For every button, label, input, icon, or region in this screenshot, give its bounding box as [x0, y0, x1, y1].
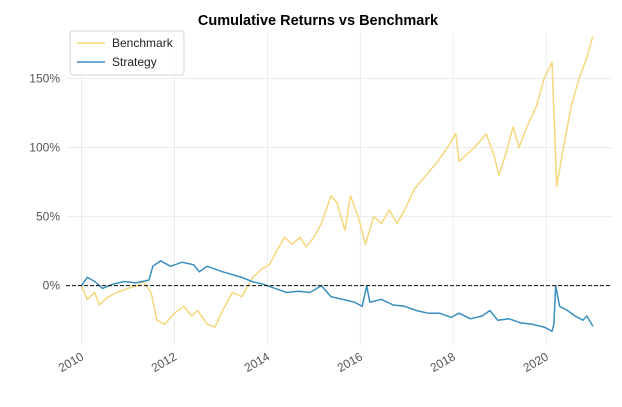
legend-box [69, 30, 185, 76]
series-layer [80, 36, 594, 332]
x-tick-label: 2012 [149, 349, 179, 375]
x-tick-label: 2018 [428, 349, 458, 375]
y-tick-label: 150% [29, 72, 60, 86]
x-tick-label: 2020 [521, 349, 551, 375]
legend-label-strategy: Strategy [112, 55, 157, 69]
legend-label-benchmark: Benchmark [112, 36, 174, 50]
x-tick-label: 2010 [56, 349, 86, 375]
series-line-benchmark [80, 36, 594, 328]
y-tick-label: 100% [29, 141, 60, 155]
x-tick-label: 2016 [335, 349, 365, 375]
grid-layer [66, 33, 612, 345]
x-tick-label: 2014 [242, 349, 272, 375]
legend: Benchmark Strategy [69, 30, 185, 76]
series-line-strategy [80, 260, 594, 332]
y-tick-labels: 0% 50% 100% 150% [29, 72, 60, 293]
x-tick-labels: 2010 2012 2014 2016 2018 2020 [56, 349, 551, 375]
chart-title: Cumulative Returns vs Benchmark [198, 13, 439, 29]
y-tick-label: 50% [36, 210, 60, 224]
y-tick-label: 0% [43, 279, 61, 293]
